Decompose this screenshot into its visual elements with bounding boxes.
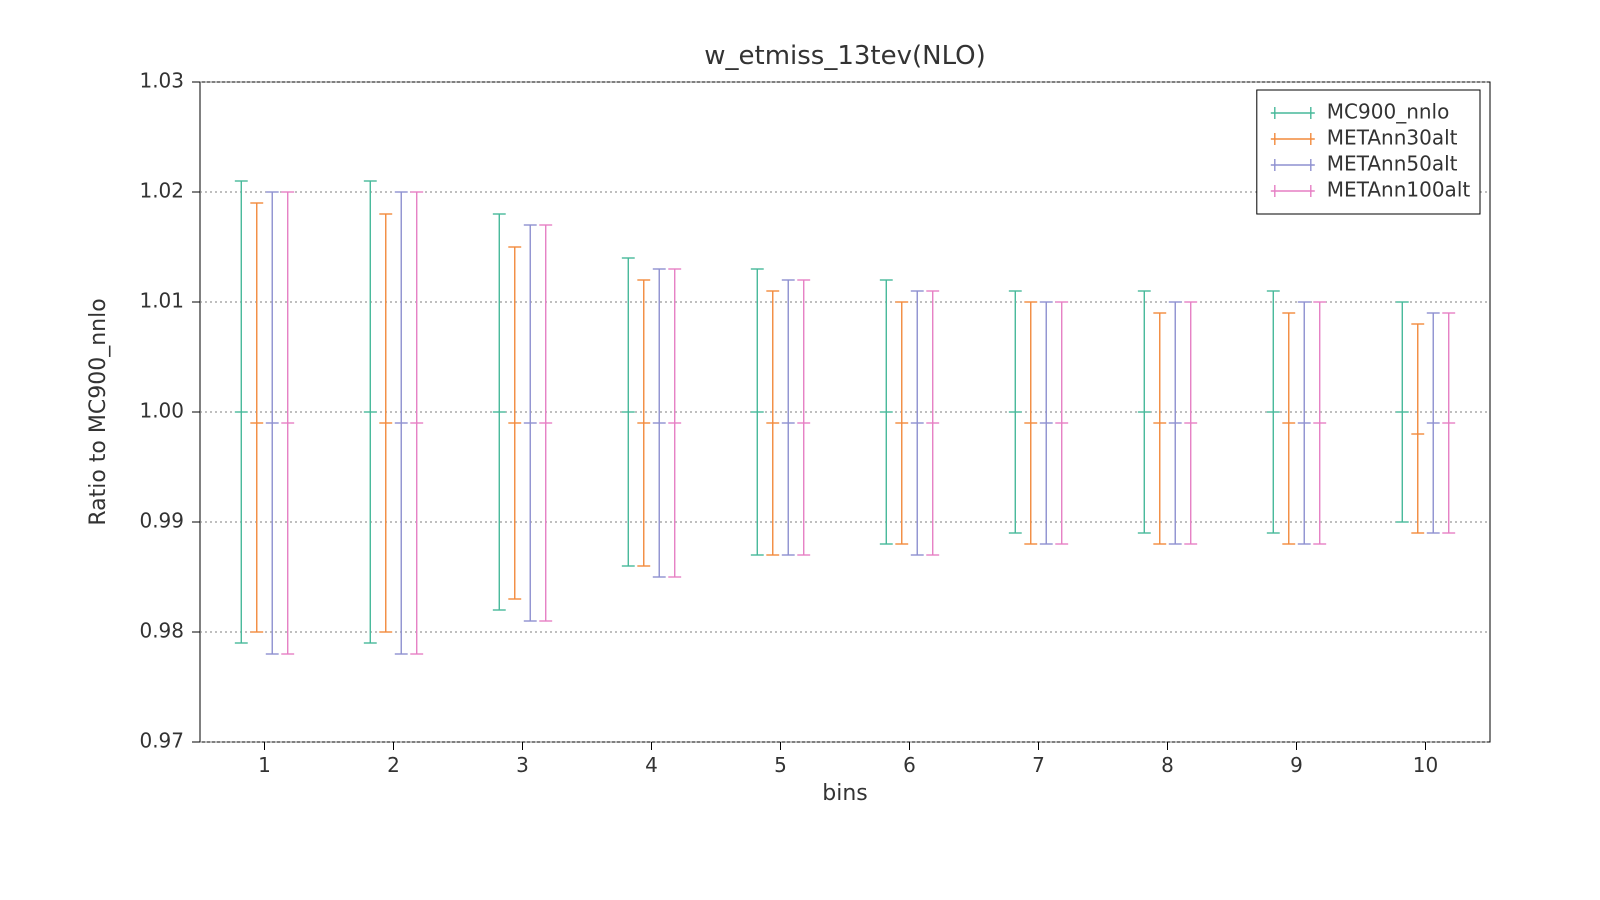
x-tick-label: 2 [387, 753, 400, 777]
x-tick-label: 5 [774, 753, 787, 777]
y-axis-label: Ratio to MC900_nnlo [86, 298, 111, 525]
legend-label: METAnn50alt [1327, 152, 1458, 176]
legend-label: MC900_nnlo [1327, 100, 1450, 124]
y-tick-label: 0.97 [139, 729, 184, 753]
series-layer [235, 181, 1455, 654]
chart-title: w_etmiss_13tev(NLO) [704, 41, 986, 71]
series-METAnn30alt [250, 203, 1424, 632]
x-tick-label: 6 [903, 753, 916, 777]
x-tick-label: 7 [1032, 753, 1045, 777]
y-tick-label: 0.98 [139, 619, 184, 643]
legend-label: METAnn30alt [1327, 126, 1458, 150]
legend-label: METAnn100alt [1327, 178, 1471, 202]
chart-container: 0.97 0.98 0.99 1.00 1.01 1.02 1.03 1 2 3 4 5 6 7 8 9 10 w… [0, 0, 1600, 900]
y-tick-label: 1.03 [139, 69, 184, 93]
x-tick-label: 8 [1161, 753, 1174, 777]
series-METAnn100alt [281, 192, 1455, 654]
y-tick-label: 0.99 [139, 509, 184, 533]
x-tick-label: 3 [516, 753, 529, 777]
x-tick-label: 1 [258, 753, 271, 777]
x-tick-label: 10 [1413, 753, 1438, 777]
y-tick-label: 1.02 [139, 179, 184, 203]
chart-svg: 0.97 0.98 0.99 1.00 1.01 1.02 1.03 1 2 3 4 5 6 7 8 9 10 w… [0, 0, 1600, 900]
legend: MC900_nnloMETAnn30altMETAnn50altMETAnn10… [1257, 90, 1480, 214]
x-axis-label: bins [822, 781, 867, 806]
x-tick-label: 4 [645, 753, 658, 777]
x-tick-label: 9 [1290, 753, 1303, 777]
series-METAnn50alt [266, 192, 1440, 654]
y-tick-label: 1.01 [139, 289, 184, 313]
y-tick-label: 1.00 [139, 399, 184, 423]
